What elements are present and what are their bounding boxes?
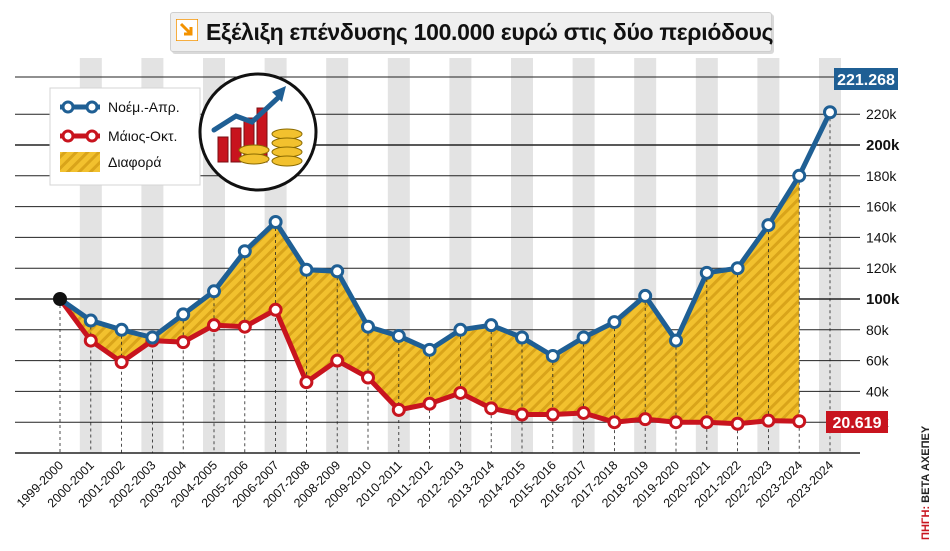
point-nov-apr (669, 333, 683, 348)
point-may-oct (176, 335, 191, 350)
source-label: ΠΗΓΗ: (920, 505, 932, 540)
point-nov-apr (545, 348, 560, 363)
y-tick-label: 100k (866, 291, 900, 308)
point-may-oct (669, 415, 683, 430)
legend-marker (85, 129, 99, 143)
point-nov-apr (361, 319, 375, 334)
point-nov-apr (761, 218, 776, 233)
point-may-oct (83, 333, 98, 348)
legend-item-may-oct: Μάιος-Οκτ. (108, 128, 177, 144)
point-nov-apr (145, 330, 160, 345)
point-nov-apr (207, 284, 221, 299)
point-may-oct (330, 353, 345, 368)
point-nov-apr (638, 288, 653, 303)
end-label-nov-apr: 221.268 (837, 72, 895, 89)
point-nov-apr (268, 215, 283, 229)
point-may-oct (361, 370, 375, 385)
point-nov-apr (730, 261, 745, 276)
y-tick-label: 180k (866, 168, 897, 184)
source-note: ΠΗΓΗ: BETA ΑΧΕΠΕΥ (920, 426, 932, 540)
y-tick-label: 200k (866, 137, 900, 154)
y-tick-label: 140k (866, 229, 897, 245)
y-tick-label: 220k (866, 106, 897, 122)
point-nov-apr (699, 265, 714, 280)
point-nov-apr (823, 105, 837, 120)
point-may-oct (453, 385, 468, 400)
point-nov-apr (607, 315, 622, 330)
point-nov-apr (330, 264, 345, 279)
point-may-oct (576, 405, 591, 420)
point-may-oct (515, 407, 529, 422)
y-tick-label: 120k (866, 260, 897, 276)
point-nov-apr (576, 330, 591, 345)
badge-coin (238, 153, 270, 165)
point-nov-apr (83, 313, 98, 328)
point-nov-apr (453, 322, 468, 337)
legend-marker (61, 129, 75, 143)
point-may-oct (299, 375, 314, 390)
end-label-box-nov-apr (834, 68, 898, 90)
point-may-oct (422, 396, 437, 411)
point-start (53, 292, 67, 306)
bg-stripe (819, 58, 841, 453)
badge-bar (230, 127, 242, 163)
point-may-oct (761, 413, 776, 428)
point-may-oct (699, 415, 714, 430)
arrow-down-right-icon (176, 19, 198, 41)
point-may-oct (792, 414, 807, 429)
y-tick-label: 40k (866, 383, 890, 399)
point-nov-apr (792, 168, 807, 183)
point-may-oct (607, 415, 622, 430)
point-may-oct (207, 318, 221, 333)
point-nov-apr (299, 262, 314, 277)
y-tick-label: 80k (866, 322, 890, 338)
y-tick-label: 60k (866, 353, 890, 369)
point-may-oct (484, 401, 499, 416)
end-label-may-oct: 20.619 (833, 415, 882, 432)
badge-coin (271, 155, 303, 167)
legend-marker (61, 100, 75, 114)
legend-marker (85, 100, 99, 114)
point-may-oct (237, 319, 252, 334)
point-nov-apr (515, 330, 529, 345)
point-may-oct (638, 412, 653, 427)
legend-swatch-difference (60, 152, 100, 172)
legend-item-difference: Διαφορά (108, 154, 161, 170)
point-may-oct (391, 402, 406, 417)
end-label-box-may-oct (826, 411, 888, 433)
badge-arrowhead (272, 86, 286, 102)
title-box (170, 12, 772, 52)
point-may-oct (730, 416, 745, 431)
point-may-oct (545, 407, 560, 422)
point-nov-apr (237, 244, 252, 259)
y-tick-label: 160k (866, 199, 897, 215)
point-nov-apr (484, 318, 499, 333)
badge-bar (217, 136, 229, 163)
point-nov-apr (391, 328, 406, 343)
badge-arrow (211, 93, 283, 133)
difference-area (60, 175, 800, 424)
point-nov-apr (114, 322, 129, 337)
point-nov-apr (176, 307, 191, 322)
legend-item-nov-apr: Νοέμ.-Απρ. (108, 99, 180, 115)
source-text: BETA ΑΧΕΠΕΥ (920, 425, 932, 503)
title-bar: Εξέλιξη επένδυσης 100.000 ευρώ στις δύο … (150, 6, 800, 52)
point-nov-apr (422, 342, 437, 357)
chart-title: Εξέλιξη επένδυσης 100.000 ευρώ στις δύο … (206, 19, 774, 45)
point-may-oct (114, 355, 129, 370)
chart-growth-coins-icon (198, 72, 318, 192)
point-may-oct (268, 302, 283, 317)
